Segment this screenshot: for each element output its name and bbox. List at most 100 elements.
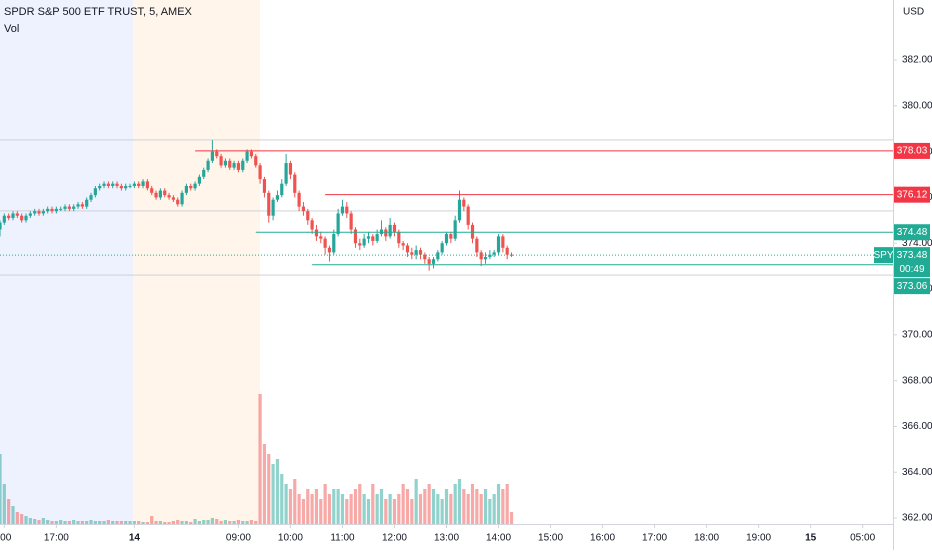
candle-body — [362, 238, 366, 246]
volume-bar — [158, 521, 162, 524]
volume-bar — [245, 521, 249, 524]
volume-bar — [11, 506, 15, 524]
volume-bar — [371, 484, 375, 524]
level-label: 374.48 — [897, 227, 928, 238]
volume-bar — [67, 521, 71, 524]
x-tick-label: 11:00 — [330, 533, 355, 544]
volume-bar — [271, 464, 275, 524]
volume-bar — [314, 489, 319, 524]
candle-body — [310, 220, 314, 230]
volume-bar — [449, 494, 453, 524]
candle-body — [197, 176, 202, 184]
candle-body — [466, 206, 470, 225]
candle-body — [410, 252, 414, 255]
volume-bar — [275, 459, 280, 524]
volume-bar — [171, 521, 175, 524]
volume-bar — [189, 522, 193, 524]
candle-body — [340, 206, 345, 214]
candle-body — [28, 213, 32, 216]
volume-bar — [362, 494, 366, 524]
candle-body — [76, 204, 80, 207]
candle-body — [423, 254, 427, 260]
candle-body — [193, 183, 197, 189]
volume-bar — [180, 521, 184, 524]
volume-bar — [327, 494, 332, 524]
candle-body — [462, 199, 466, 207]
candle-body — [284, 163, 288, 184]
volume-bar — [89, 520, 93, 524]
candle-body — [431, 259, 436, 264]
volume-bar — [46, 520, 50, 524]
y-tick-label: 370.00 — [902, 329, 932, 340]
x-tick-label: 14 — [129, 533, 141, 544]
volume-bar — [93, 521, 97, 524]
candle-body — [509, 254, 514, 256]
volume-bar — [236, 520, 241, 524]
volume-bar — [436, 494, 440, 524]
y-tick-label: 374.00 — [902, 238, 932, 249]
candle-body — [254, 156, 258, 166]
candle-body — [184, 185, 189, 193]
candle-body — [258, 165, 262, 180]
candle-body — [371, 236, 375, 241]
candle-body — [210, 151, 215, 161]
level-label: 373.06 — [897, 281, 928, 292]
volume-bar — [193, 519, 197, 524]
x-tick-label: 15 — [805, 533, 817, 544]
volume-bar — [7, 499, 11, 524]
volume-bar — [63, 521, 67, 524]
volume-bar — [132, 521, 136, 524]
x-tick-label: 14:00 — [486, 533, 511, 544]
candle-body — [358, 243, 362, 246]
x-tick-label: 10:00 — [278, 533, 303, 544]
volume-bar — [167, 522, 171, 524]
volume-bar — [80, 521, 84, 524]
level-label-box — [894, 278, 930, 295]
candle-body — [171, 197, 175, 200]
x-tick-label: 12:00 — [382, 533, 407, 544]
candle-body — [59, 208, 63, 210]
volume-bar — [349, 494, 353, 524]
candle-body — [293, 174, 297, 193]
candle-body — [401, 243, 405, 246]
volume-bar — [505, 484, 509, 524]
volume-bar — [20, 514, 24, 524]
volume-bar — [85, 521, 89, 524]
candle-body — [137, 183, 141, 186]
candle-body — [262, 179, 267, 193]
volume-bar — [509, 512, 514, 524]
volume-title: Vol — [4, 23, 19, 35]
volume-bar — [124, 521, 128, 524]
candle-body — [457, 199, 462, 221]
candle-body — [119, 185, 123, 189]
candle-body — [141, 181, 145, 186]
last-price: 373.48 — [897, 250, 928, 261]
candle-body — [453, 220, 457, 239]
volume-bar — [232, 521, 236, 524]
x-tick-label: 13:00 — [434, 533, 459, 544]
volume-bar — [366, 499, 371, 524]
candle-body — [492, 252, 496, 255]
candle-body — [223, 160, 228, 166]
session-pre-market — [133, 0, 260, 524]
volume-bar — [353, 489, 358, 524]
candle-body — [54, 208, 58, 212]
volume-bar — [50, 521, 54, 524]
y-tick-label: 364.00 — [902, 467, 932, 478]
volume-bar — [228, 521, 232, 524]
volume-bar — [28, 518, 32, 524]
volume-bar — [2, 484, 6, 524]
volume-bar — [249, 520, 254, 524]
volume-bar — [102, 521, 106, 524]
candle-body — [332, 234, 336, 253]
candle-body — [366, 236, 371, 239]
candle-body — [301, 206, 306, 212]
candle-body — [306, 211, 310, 221]
volume-bar — [119, 521, 123, 524]
volume-bar — [479, 494, 483, 524]
candle-body — [41, 211, 45, 214]
candle-body — [189, 185, 193, 189]
candle-body — [245, 151, 249, 161]
chart-title: SPDR S&P 500 ETF TRUST, 5, AMEX — [4, 6, 193, 18]
